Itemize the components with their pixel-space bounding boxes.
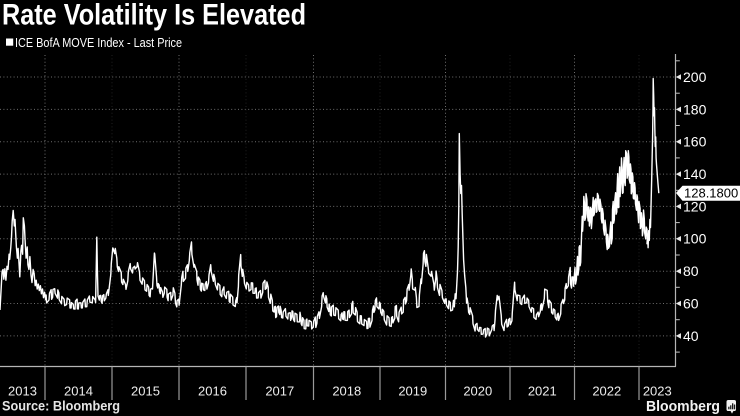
svg-text:2018: 2018	[332, 383, 361, 398]
svg-text:180: 180	[683, 101, 707, 117]
svg-text:2021: 2021	[528, 383, 557, 398]
svg-text:40: 40	[683, 328, 699, 344]
svg-text:200: 200	[683, 69, 707, 85]
svg-text:2015: 2015	[131, 383, 160, 398]
svg-text:2020: 2020	[463, 383, 492, 398]
svg-text:2019: 2019	[398, 383, 427, 398]
svg-text:120: 120	[683, 198, 707, 214]
svg-text:60: 60	[683, 295, 699, 311]
svg-text:2016: 2016	[198, 383, 227, 398]
svg-text:Bloomberg: Bloomberg	[646, 398, 720, 415]
svg-text:2023: 2023	[643, 383, 672, 398]
svg-text:128.1800: 128.1800	[684, 186, 738, 201]
svg-text:Rate Volatility Is Elevated: Rate Volatility Is Elevated	[2, 0, 306, 32]
svg-text:2014: 2014	[64, 383, 93, 398]
svg-text:2017: 2017	[265, 383, 294, 398]
svg-text:2022: 2022	[592, 383, 621, 398]
svg-text:160: 160	[683, 134, 707, 150]
svg-text:140: 140	[683, 166, 707, 182]
svg-text:ICE BofA MOVE Index - Last Pri: ICE BofA MOVE Index - Last Price	[15, 36, 182, 50]
svg-text:80: 80	[683, 263, 699, 279]
svg-text:Source: Bloomberg: Source: Bloomberg	[2, 399, 120, 414]
svg-text:2013: 2013	[8, 383, 37, 398]
svg-text:100: 100	[683, 231, 707, 247]
